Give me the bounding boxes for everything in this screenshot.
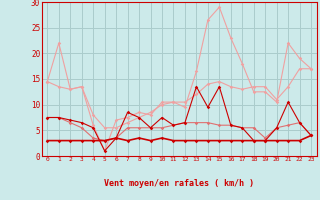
X-axis label: Vent moyen/en rafales ( km/h ): Vent moyen/en rafales ( km/h ) [104, 179, 254, 188]
